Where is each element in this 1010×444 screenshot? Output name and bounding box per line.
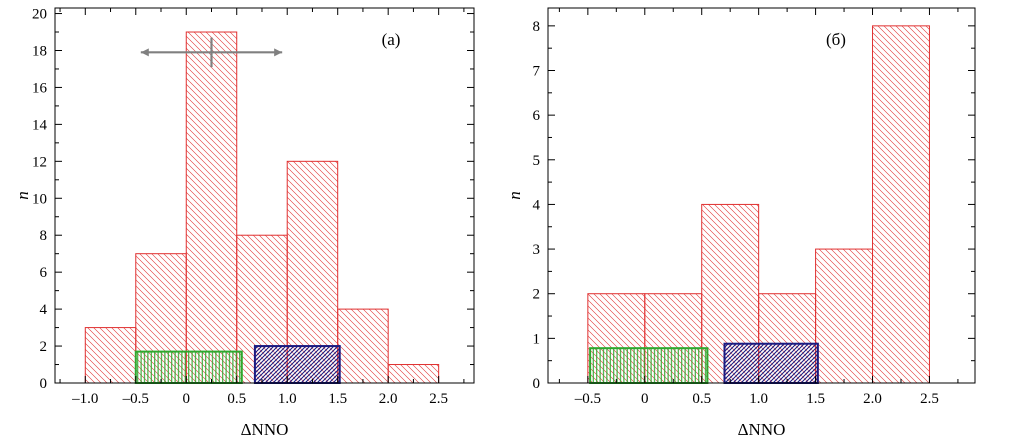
panel-a-bar-3 (185, 31, 238, 384)
panel-a-xtick-label: 0 (183, 391, 191, 407)
histogram-panel-a: –1.0 –0.5 0 0.5 1.0 1.5 2.0 2.5 0 2 4 6 8 10 12 14 16 18 2… (13, 7, 475, 439)
panel-b-ytick-label: 0 (533, 376, 541, 392)
panel-b-xlabel: ΔNNO (738, 420, 786, 439)
panel-a-xtick-label: 1.0 (278, 391, 297, 407)
panel-b-bar-5 (815, 248, 874, 384)
panel-a-ylabel: n (13, 191, 32, 200)
panel-a-xtick-label: 0.5 (227, 391, 246, 407)
panel-a-error-marker (140, 37, 283, 68)
panel-a-ytick-label: 12 (32, 154, 47, 170)
panel-a-ytick-label: 20 (32, 7, 47, 23)
panel-b-xtick-label: 2.0 (863, 391, 882, 407)
panel-a-panel-label: (а) (382, 30, 401, 49)
panel-a-ytick-label: 4 (40, 302, 48, 318)
panel-b-ytick-label: 6 (533, 108, 541, 124)
arrow-left-icon (140, 48, 149, 57)
panel-a-ytick-label: 10 (32, 191, 47, 207)
panel-b-bar-6 (872, 25, 930, 384)
panel-a-range-box-1 (134, 350, 243, 385)
panel-b-xtick-label: –0.5 (574, 391, 601, 407)
panel-a-bar-1 (84, 327, 137, 384)
panel-a-xlabel: ΔNNO (241, 420, 289, 439)
panel-b-ytick-label: 2 (533, 287, 541, 303)
panel-b-xtick-label: 0 (641, 391, 649, 407)
panel-a-xtick-label: 1.5 (328, 391, 347, 407)
panel-b-ytick-label: 8 (533, 19, 541, 35)
panel-a-range-box-2 (253, 345, 341, 385)
panel-a-ytick-label: 18 (32, 43, 47, 59)
panel-b-ytick-label: 4 (533, 197, 541, 213)
panel-a-axes-frame (54, 7, 475, 384)
panel-b-ytick-label: 1 (533, 331, 541, 347)
histogram-panel-b: –0.5 0 0.5 1.0 1.5 2.0 2.5 0 1 2 3 4 5 6 7 8 ΔNNO n (б) (505, 7, 976, 439)
panel-b-ytick-label: 3 (533, 242, 541, 258)
panel-b-range-box-2 (723, 342, 819, 385)
panel-b-ytick-label: 5 (533, 153, 541, 169)
panel-a-ytick-label: 14 (32, 117, 48, 133)
panel-a-xtick-label: 2.5 (429, 391, 448, 407)
arrow-right-icon (274, 48, 283, 57)
panel-b-xtick-label: 1.0 (749, 391, 768, 407)
panel-a-xtick-label: –0.5 (122, 391, 149, 407)
panel-b-axes-frame (547, 7, 976, 384)
panel-b-xtick-label: 2.5 (920, 391, 939, 407)
panel-b-panel-label: (б) (826, 30, 846, 49)
panel-a-ytick-label: 16 (32, 80, 48, 96)
panel-a-xtick-label: –1.0 (71, 391, 98, 407)
panel-a-ytick-label: 2 (40, 339, 48, 355)
panel-b-ylabel: n (505, 191, 524, 200)
panel-a-ytick-label: 6 (40, 265, 48, 281)
panel-b-xtick-label: 1.5 (806, 391, 825, 407)
panel-a-ytick-label: 0 (40, 376, 48, 392)
panel-a-ytick-label: 8 (40, 228, 48, 244)
panel-a-xtick-label: 2.0 (379, 391, 398, 407)
panel-a-bar-6 (337, 308, 389, 384)
panel-b-xtick-label: 0.5 (692, 391, 711, 407)
panel-b-ytick-label: 7 (533, 64, 541, 80)
panel-b-range-box-1 (589, 347, 709, 384)
